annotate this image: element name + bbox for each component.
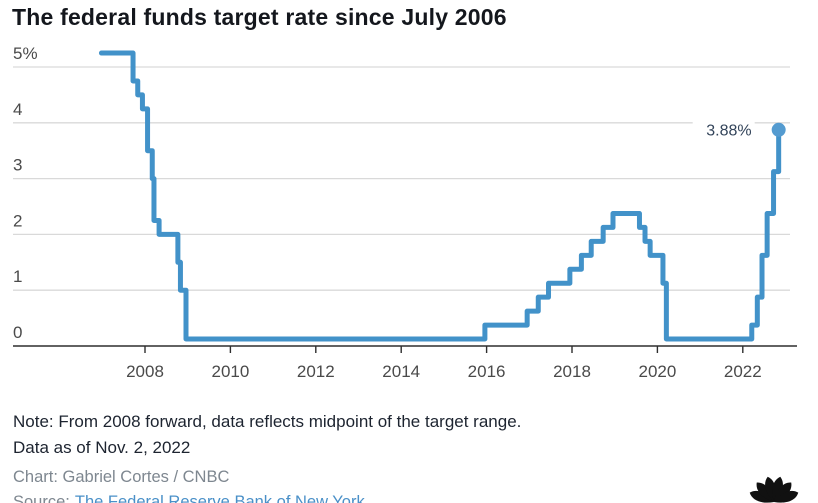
x-axis-label: 2010	[211, 362, 249, 381]
chart-note: Note: From 2008 forward, data reflects m…	[13, 412, 522, 431]
peacock-feather	[756, 482, 774, 502]
x-axis-label: 2022	[724, 362, 762, 381]
source-link[interactable]: The Federal Reserve Bank of New York	[74, 493, 365, 503]
y-axis-label: 2	[13, 211, 22, 230]
peacock-feather	[774, 490, 799, 503]
y-axis-label: 3	[13, 156, 22, 175]
rate-step-line	[98, 50, 782, 342]
x-axis-label: 2012	[297, 362, 335, 381]
chart-credit: Chart: Gabriel Cortes / CNBC	[13, 468, 230, 486]
x-axis-label: 2016	[468, 362, 506, 381]
peacock-feather	[749, 490, 774, 503]
y-axis-label: 5%	[13, 44, 38, 63]
end-point-dot	[771, 122, 786, 137]
x-axis-label: 2008	[126, 362, 164, 381]
end-value-label: 3.88%	[706, 122, 751, 139]
data-as-of-note: Data as of Nov. 2, 2022	[13, 438, 191, 457]
y-axis-label: 1	[13, 267, 22, 286]
y-axis-label: 4	[13, 100, 22, 119]
peacock-feather	[772, 476, 783, 502]
chart-title: The federal funds target rate since July…	[12, 4, 507, 31]
source-prefix: Source:	[13, 493, 70, 503]
x-axis-label: 2018	[553, 362, 591, 381]
x-axis-label: 2014	[382, 362, 420, 381]
end-label-backing	[692, 118, 755, 140]
x-axis-label: 2020	[638, 362, 676, 381]
chart-svg: 5% 4 3 2 1 0 2008 2010 2012 2014 2016 2018 2020 2022 3…	[13, 44, 797, 381]
peacock-feather	[774, 482, 792, 502]
source-line: Source: The Federal Reserve Bank of New Y…	[13, 493, 365, 503]
y-axis-label: 0	[13, 323, 22, 342]
cnbc-peacock-logo	[749, 476, 799, 503]
